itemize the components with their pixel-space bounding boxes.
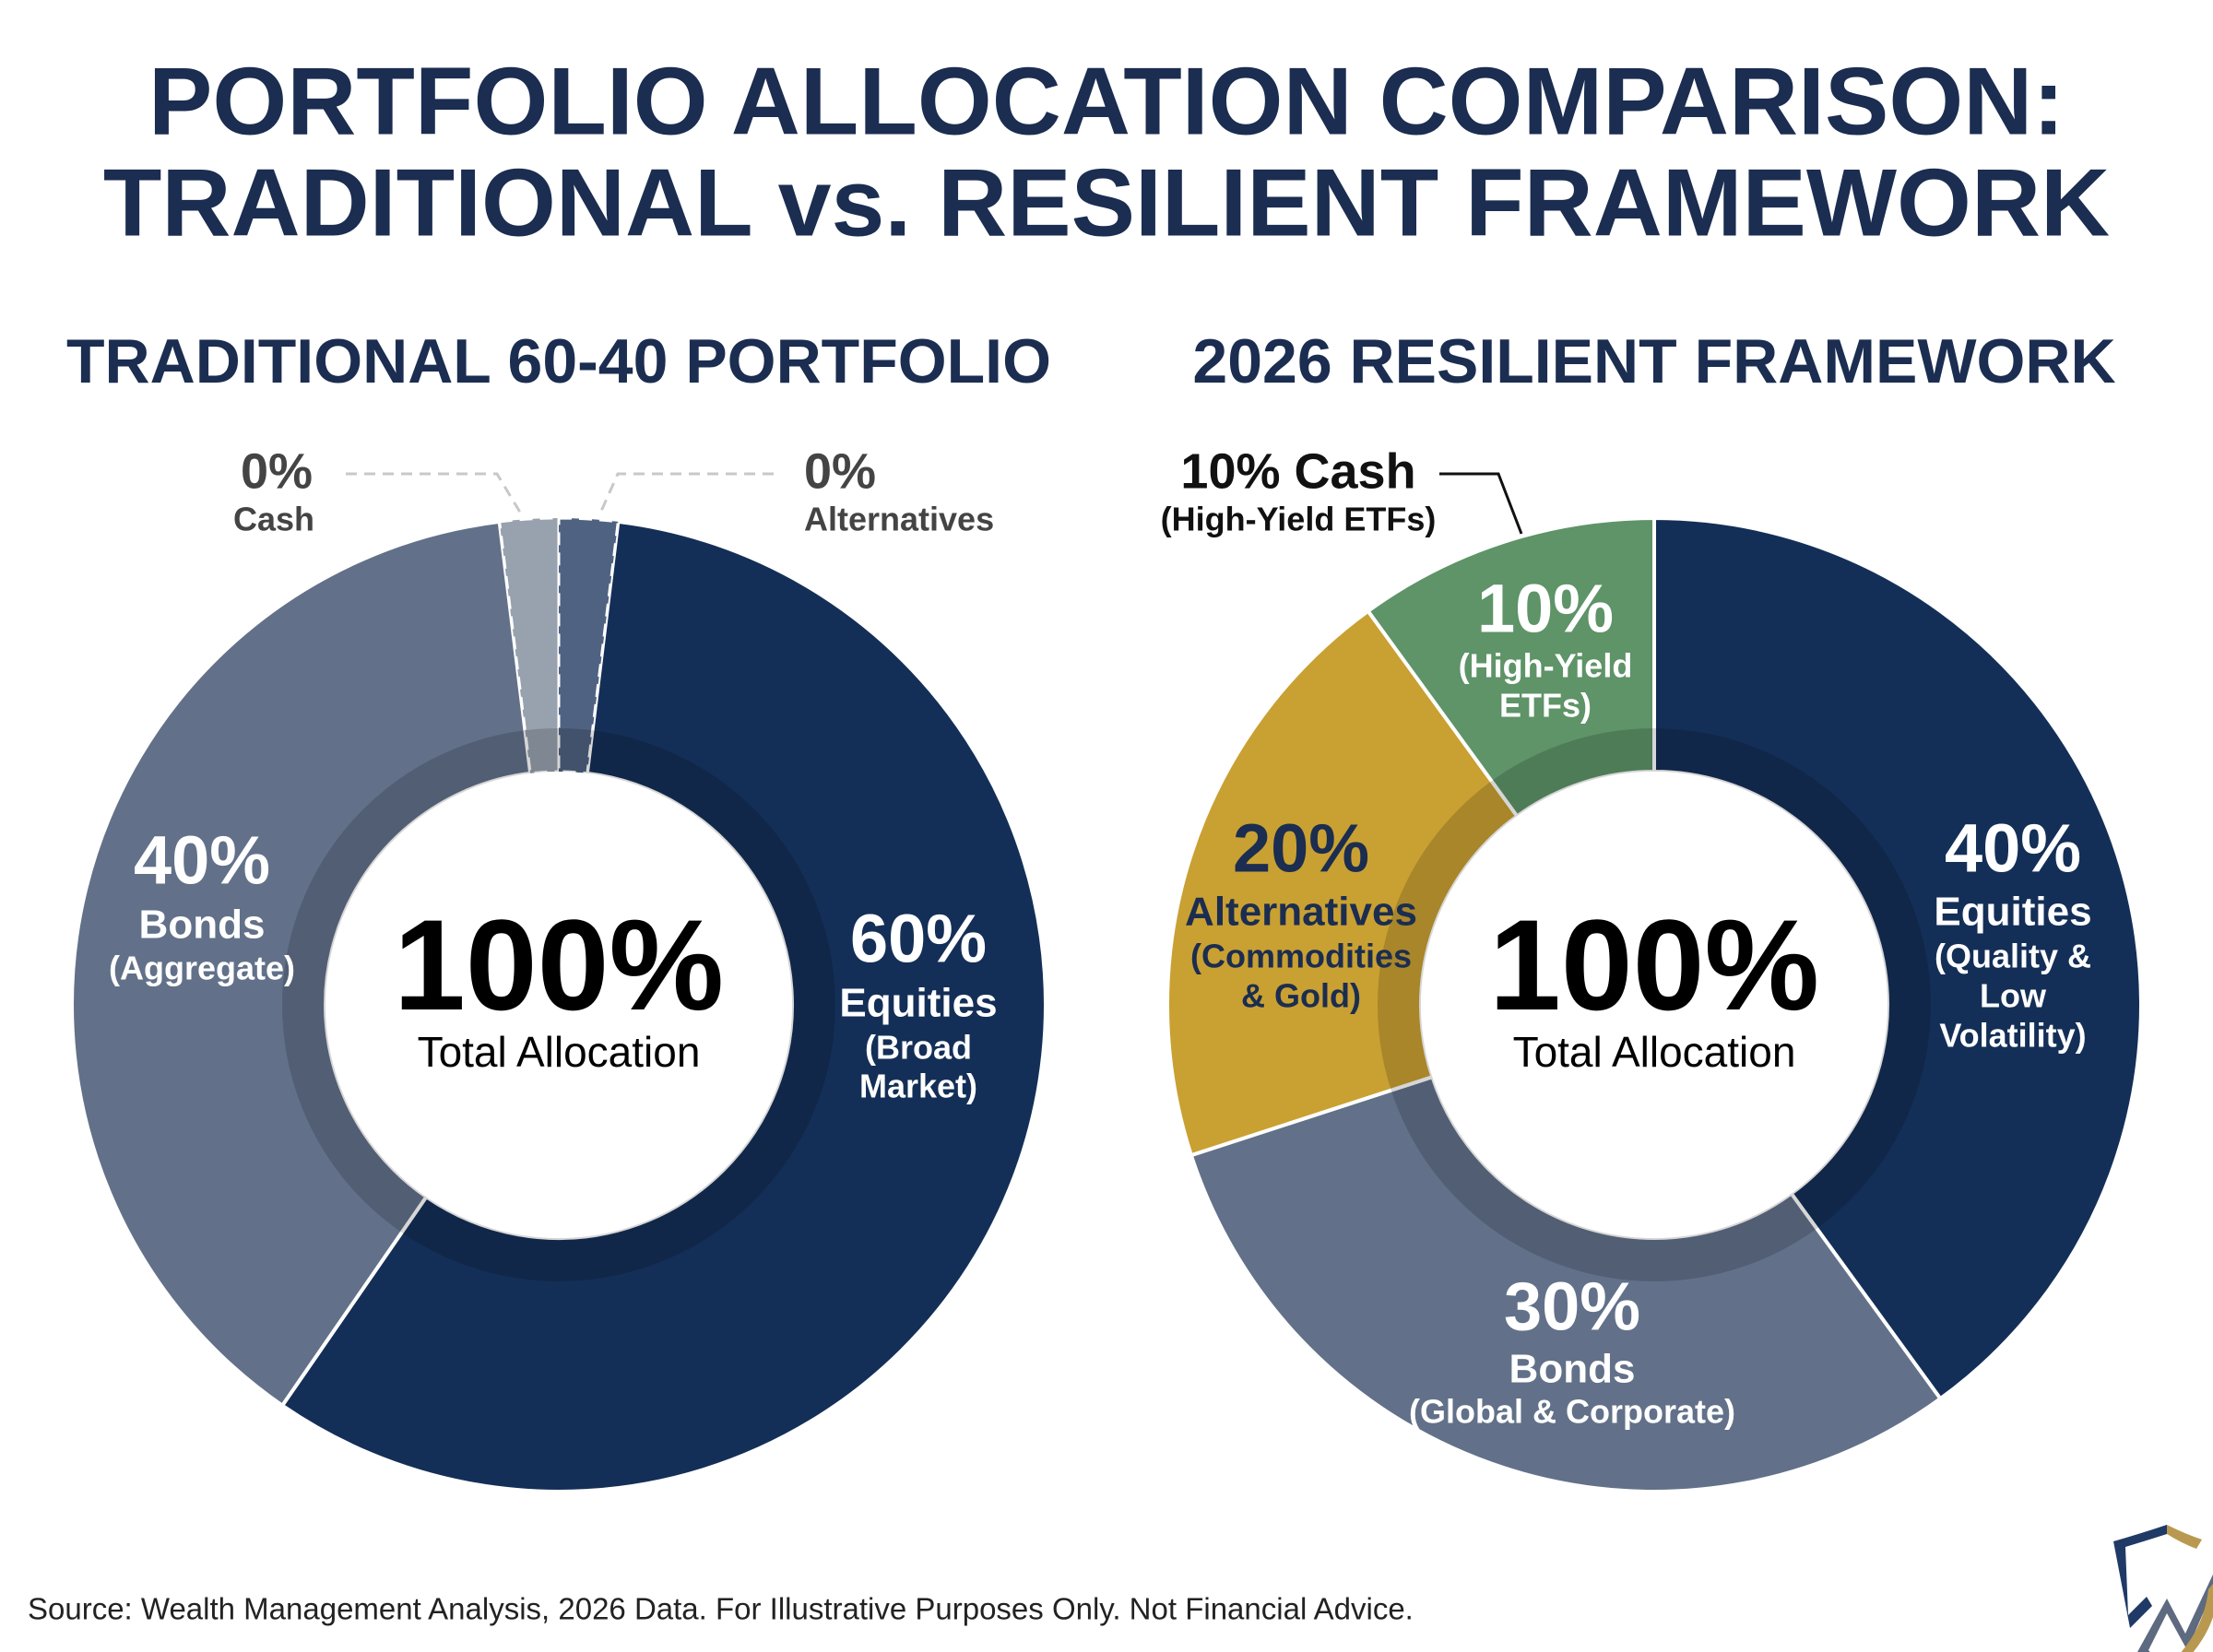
left-bonds-pct: 40% [134, 822, 270, 899]
right-alternatives-label: Alternatives [1185, 890, 1417, 935]
main-title-line-1: PORTFOLIO ALLOCATION COMPARISON: [148, 48, 2065, 155]
resilient-donut [1166, 515, 2143, 1493]
cash-leader-line [346, 472, 524, 516]
right-bonds-pct: 30% [1504, 1268, 1640, 1345]
right-cash-callout-detail: (High-Yield ETFs) [1161, 501, 1437, 538]
right-donut-center-hole [1421, 772, 1888, 1238]
right-equities-label: Equities [1934, 890, 2091, 935]
right-center-label: Total Allocation [1513, 1028, 1796, 1076]
right-cash-pct: 10% [1477, 571, 1614, 647]
right-alternatives-pct: 20% [1233, 810, 1369, 887]
right-center-value: 100% [1489, 892, 1819, 1037]
left-donut-center-hole [325, 772, 792, 1238]
main-title-line-2: TRADITIONAL vs. RESILIENT FRAMEWORK [103, 149, 2110, 256]
right-equities-detail-3: Volatility) [1939, 1017, 2086, 1055]
left-cash-label: Cash [233, 501, 314, 538]
right-donut-inner-ring [1378, 728, 1931, 1281]
right-cash-callout-title: 10% Cash [1180, 443, 1415, 499]
left-center-value: 100% [394, 892, 724, 1037]
alternatives-leader-line [598, 472, 774, 516]
right-equities-detail-2: Low [1980, 977, 2047, 1015]
left-equities-label: Equities [839, 981, 997, 1026]
left-alternatives-pct: 0% [804, 443, 876, 499]
traditional-donut [70, 516, 1047, 1493]
left-equities-pct: 60% [850, 901, 987, 977]
left-chart-title: TRADITIONAL 60-40 PORTFOLIO [66, 326, 1051, 396]
left-bonds-detail: (Aggregate) [109, 950, 295, 987]
right-alternatives-detail-2: & Gold) [1241, 977, 1361, 1015]
left-bonds-label: Bonds [139, 903, 266, 948]
right-cash-detail-2: ETFs) [1499, 687, 1592, 725]
left-equities-detail-1: (Broad [865, 1029, 972, 1067]
left-alternatives-label: Alternatives [804, 501, 994, 538]
left-donut-inner-ring [282, 728, 835, 1281]
left-center-label: Total Allocation [418, 1028, 701, 1076]
right-cash-detail-1: (High-Yield [1459, 647, 1633, 685]
left-cash-pct: 0% [241, 443, 313, 499]
right-equities-detail-1: (Quality & [1935, 938, 2091, 975]
right-bonds-detail: (Global & Corporate) [1409, 1393, 1735, 1431]
right-alternatives-detail-1: (Commodities [1190, 938, 1412, 975]
right-chart-title: 2026 RESILIENT FRAMEWORK [1192, 326, 2115, 396]
right-bonds-label: Bonds [1509, 1347, 1636, 1392]
cash-callout-line [1439, 472, 1523, 535]
right-equities-pct: 40% [1945, 810, 2081, 887]
left-equities-detail-2: Market) [859, 1068, 977, 1105]
shield-chart-arrow-logo [2113, 1525, 2213, 1652]
source-footnote: Source: Wealth Management Analysis, 2026… [28, 1592, 1414, 1626]
